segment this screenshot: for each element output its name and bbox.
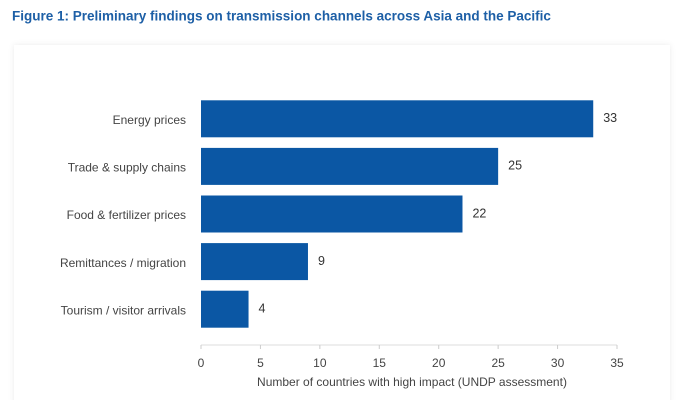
value-label: 22 xyxy=(472,206,486,220)
x-tick-label: 5 xyxy=(257,356,264,370)
y-tick-label: Tourism / visitor arrivals xyxy=(61,303,186,317)
x-tick-label: 20 xyxy=(432,356,446,370)
value-label: 25 xyxy=(508,159,522,173)
bar xyxy=(201,195,463,233)
bar xyxy=(201,147,499,185)
bar xyxy=(201,100,594,138)
y-tick-label: Trade & supply chains xyxy=(68,161,186,175)
value-label: 4 xyxy=(259,301,266,315)
x-tick-label: 25 xyxy=(491,356,505,370)
x-tick-label: 35 xyxy=(610,356,624,370)
value-label: 9 xyxy=(318,254,325,268)
y-tick-label: Food & fertilizer prices xyxy=(67,208,186,222)
y-tick-label: Remittances / migration xyxy=(60,256,186,270)
y-tick-label: Energy prices xyxy=(113,113,186,127)
bar xyxy=(201,243,308,281)
x-axis-label: Number of countries with high impact (UN… xyxy=(257,375,567,389)
x-tick-label: 0 xyxy=(198,356,205,370)
x-tick-label: 10 xyxy=(313,356,327,370)
bar xyxy=(201,290,249,328)
chart-title: Figure 1: Preliminary findings on transm… xyxy=(12,9,551,24)
x-tick-label: 15 xyxy=(373,356,387,370)
x-tick-label: 30 xyxy=(551,356,565,370)
value-label: 33 xyxy=(603,111,617,125)
